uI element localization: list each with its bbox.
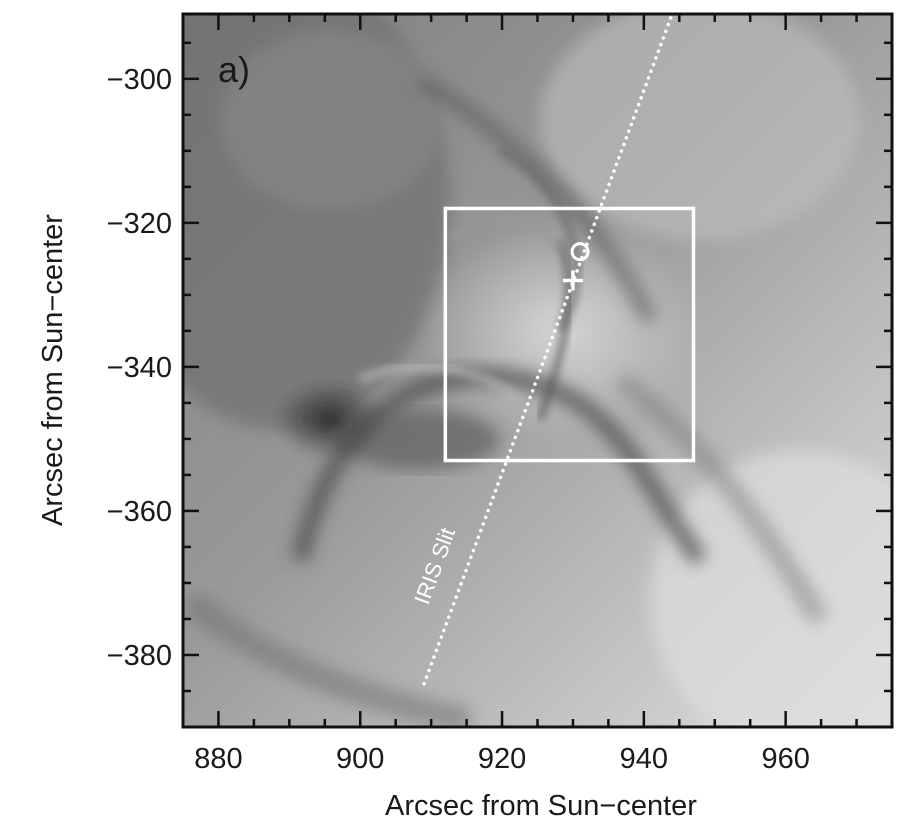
region-box bbox=[443, 206, 696, 463]
y-tick-label: −320 bbox=[107, 208, 172, 240]
plus-marker bbox=[562, 270, 583, 291]
iris-slit-line bbox=[422, 12, 674, 686]
x-tick-label: 880 bbox=[194, 743, 242, 775]
x-axis-title: Arcsec from Sun−center bbox=[385, 790, 697, 822]
y-axis-ticks: −300 −320 −340 −360 −380 bbox=[107, 41, 892, 729]
x-tick-label: 960 bbox=[761, 743, 809, 775]
circle-marker bbox=[570, 242, 590, 262]
solar-image bbox=[183, 14, 892, 727]
x-tick-label: 920 bbox=[478, 743, 526, 775]
y-axis-title: Arcsec from Sun−center bbox=[37, 214, 69, 526]
y-tick-label: −300 bbox=[107, 64, 172, 96]
panel-label: a) bbox=[218, 49, 250, 90]
x-tick-label: 940 bbox=[620, 743, 668, 775]
y-tick-label: −340 bbox=[107, 352, 172, 384]
x-axis-ticks: 880 900 920 940 960 bbox=[194, 14, 858, 775]
x-tick-label: 900 bbox=[336, 743, 384, 775]
y-tick-label: −380 bbox=[107, 640, 172, 672]
y-tick-label: −360 bbox=[107, 496, 172, 528]
